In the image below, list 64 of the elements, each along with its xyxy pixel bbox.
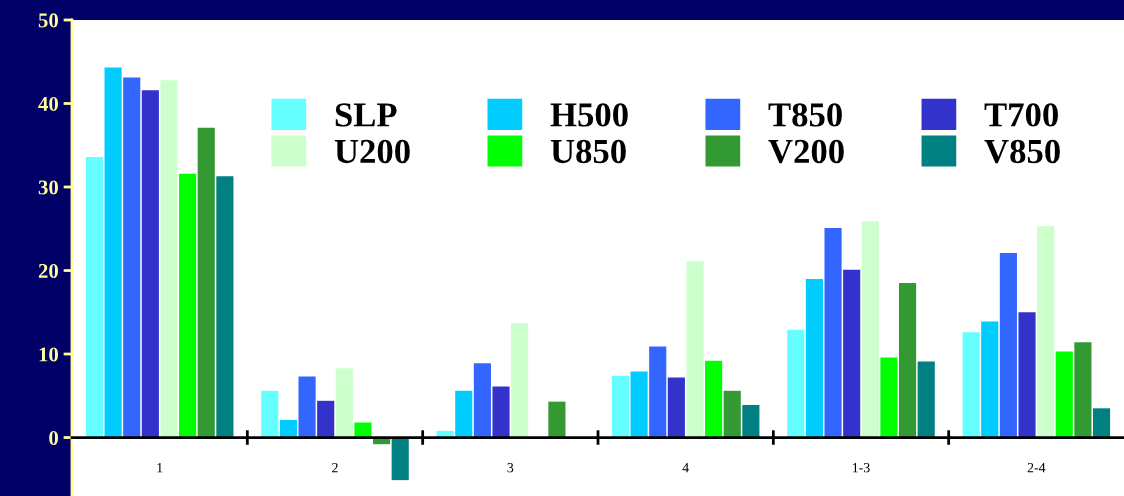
- bar: [999, 252, 1017, 438]
- bar: [104, 67, 122, 438]
- bar: [216, 176, 234, 438]
- bar: [981, 321, 999, 438]
- bar: [667, 377, 685, 438]
- bar: [843, 269, 861, 438]
- bar: [742, 404, 760, 438]
- legend-label: T850: [768, 103, 842, 127]
- x-tick-label: 1: [157, 463, 163, 473]
- legend-label: V200: [768, 139, 844, 164]
- bar: [317, 400, 335, 438]
- bar: [705, 360, 723, 438]
- bar: [548, 401, 566, 438]
- bar: [1037, 226, 1055, 438]
- bar: [630, 371, 648, 438]
- y-tick-label: 30: [38, 180, 59, 195]
- legend-label: T700: [984, 103, 1058, 127]
- bar: [805, 278, 823, 438]
- bar: [160, 80, 178, 438]
- bar: [649, 346, 667, 438]
- bar: [723, 390, 741, 438]
- bar: [141, 90, 159, 438]
- bar: [335, 368, 353, 438]
- bar: [298, 376, 316, 438]
- bar: [787, 329, 805, 438]
- bar: [511, 323, 529, 438]
- bar: [279, 420, 297, 438]
- bar: [824, 227, 842, 438]
- bar: [455, 390, 473, 438]
- bar: [1055, 351, 1073, 438]
- x-tick-label: 2-4: [1027, 462, 1046, 473]
- y-tick-label: 20: [38, 263, 59, 278]
- x-tick-label: 1-3: [852, 462, 870, 473]
- bar: [85, 156, 104, 438]
- x-tick-label: 4: [682, 463, 689, 473]
- bar: [611, 375, 630, 438]
- bar: [391, 437, 409, 481]
- legend-label: U850: [550, 139, 626, 164]
- x-tick-label: 2: [332, 462, 338, 473]
- bar: [880, 357, 898, 438]
- legend-label: SLP: [335, 103, 397, 127]
- bar: [861, 221, 879, 438]
- bar: [686, 261, 704, 438]
- bar: [492, 386, 510, 438]
- bar: [1074, 342, 1092, 438]
- bar: [1092, 408, 1111, 438]
- bar: [917, 361, 935, 438]
- bar: [179, 173, 197, 438]
- bar: [197, 127, 215, 438]
- legend-label: H500: [550, 103, 628, 127]
- legend-label: U200: [334, 139, 410, 164]
- bar: [354, 422, 372, 438]
- bar: [473, 363, 491, 438]
- y-tick-label: 40: [38, 96, 59, 111]
- bar: [962, 332, 980, 438]
- x-tick-label: 3: [507, 462, 514, 473]
- y-tick-label: 50: [38, 13, 59, 28]
- y-tick-label: 0: [49, 430, 59, 445]
- legend-label: V850: [984, 139, 1060, 164]
- bar: [1018, 312, 1036, 438]
- bar: [899, 283, 917, 438]
- bar: [123, 77, 141, 438]
- y-tick-label: 10: [39, 347, 59, 362]
- bar: [261, 390, 279, 438]
